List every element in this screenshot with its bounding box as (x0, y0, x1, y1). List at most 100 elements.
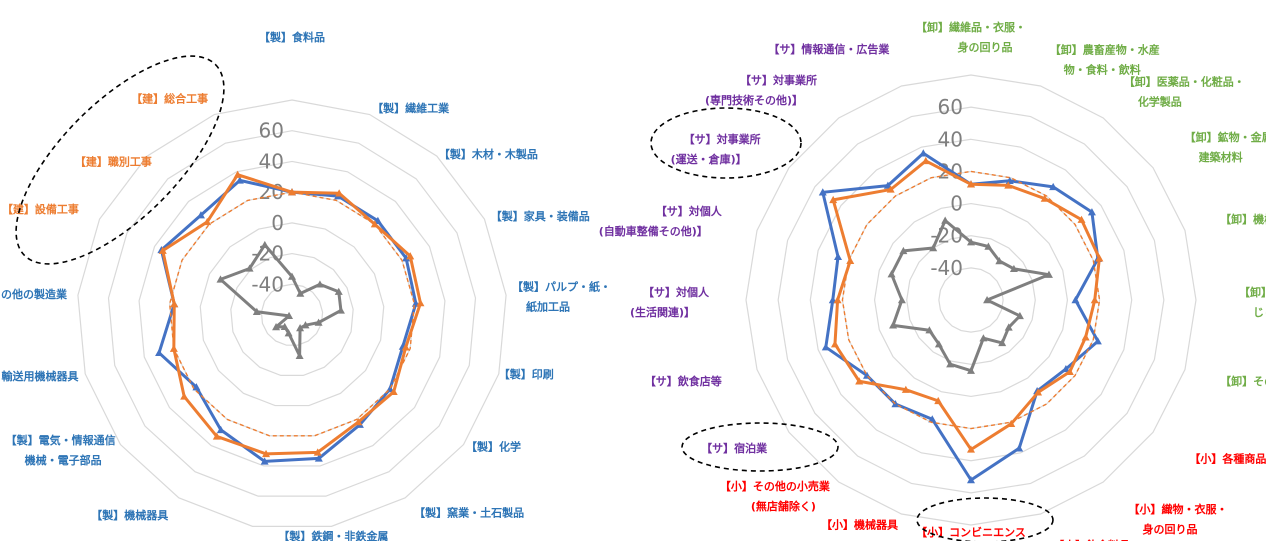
series-marker (301, 321, 310, 329)
grid-ring (77, 99, 507, 527)
series-marker (901, 385, 910, 393)
category-label: 【小】織物・衣服・身の回り品 (1129, 502, 1228, 536)
series-marker (336, 306, 345, 314)
category-label: 【製】食料品 (259, 30, 325, 44)
category-label: 【卸】鉱物・金属材料・建築材料 (1185, 130, 1266, 164)
grid-ring (138, 160, 446, 467)
series-marker (1015, 444, 1024, 452)
grid-ring (745, 74, 1197, 526)
series-marker (1040, 194, 1049, 202)
series-marker (1044, 270, 1053, 278)
series-marker (180, 392, 189, 400)
series-marker (998, 338, 1007, 347)
category-label: 【建】職別工事 (75, 154, 152, 168)
series-marker (967, 180, 975, 188)
category-label: 【小】コンビニエンス (916, 525, 1026, 539)
series-marker (1061, 364, 1070, 373)
series-marker (260, 240, 269, 249)
series-marker (370, 220, 379, 228)
grid-ring (873, 202, 1069, 398)
category-label: 【製】機械器具 (91, 508, 168, 522)
series-marker (235, 176, 244, 184)
highlight-ellipse (650, 107, 802, 179)
category-label: 【建】設備工事 (2, 202, 79, 216)
r-tick-label: 40 (259, 149, 284, 173)
category-label: 【製】木材・木製品 (439, 147, 538, 161)
category-label: 【製】家具・装備品 (491, 209, 590, 223)
r-tick-label: 40 (938, 127, 963, 151)
series-marker (288, 272, 296, 280)
category-label: 【製】印刷 (499, 367, 554, 381)
series-marker (1007, 419, 1016, 428)
series-marker (285, 311, 294, 320)
series-marker (925, 326, 934, 334)
series-line-1 (157, 178, 418, 463)
series-marker (967, 366, 975, 374)
series-marker (846, 256, 855, 264)
series-marker (1009, 264, 1018, 273)
series-marker (280, 322, 289, 330)
grid-ring (809, 138, 1133, 462)
series-marker (295, 351, 304, 359)
series-marker (406, 252, 415, 260)
series-marker (1005, 176, 1014, 184)
series-marker (928, 415, 937, 423)
r-tick-label: -40 (251, 272, 284, 296)
series-marker (887, 270, 896, 278)
category-label: 【卸】繊維品・衣服・身の回り品 (916, 20, 1026, 54)
series-marker (315, 280, 324, 288)
series-marker (296, 324, 305, 332)
highlight-ellipse (15, 55, 225, 265)
series-marker (983, 296, 992, 304)
radar-chart-1: -40-200204060【製】食料品【製】繊維工業【製】木材・木製品【製】家具… (0, 30, 611, 545)
series-marker (967, 476, 975, 484)
series-marker (934, 340, 943, 348)
series-marker (416, 299, 425, 307)
series-line-4 (168, 191, 416, 437)
series-marker (401, 343, 410, 351)
series-marker (1093, 337, 1102, 345)
series-marker (216, 275, 225, 283)
category-label: 【小】機械器具 (821, 517, 898, 531)
series-marker (1087, 208, 1096, 216)
series-marker (354, 418, 363, 426)
category-label: 【小】その他の小売業(無店舗除く) (720, 479, 831, 513)
series-marker (402, 254, 411, 262)
category-label: 【サ】対個人(生活関連)】 (630, 285, 710, 319)
series-marker (158, 246, 167, 254)
series-line-3 (219, 243, 343, 358)
series-marker (245, 264, 254, 272)
series-marker (1004, 181, 1013, 189)
category-label: 【サ】宿泊業 (701, 441, 768, 455)
series-line-2 (161, 173, 422, 456)
series-marker (891, 400, 900, 408)
category-label: 【卸】医薬品・化粧品・化学製品 (1124, 75, 1245, 109)
series-marker (262, 449, 271, 458)
series-marker (995, 256, 1004, 265)
series-marker (233, 170, 242, 178)
series-marker (313, 448, 322, 456)
category-label: 【卸】機械器具 (1220, 212, 1266, 226)
grid-ring (260, 283, 324, 346)
category-label: 【製】繊維工業 (372, 101, 450, 115)
series-line-4 (841, 170, 1101, 430)
category-label: 【サ】対事業所(運送・倉庫)】 (671, 132, 761, 166)
series-marker (919, 149, 928, 157)
series-marker (252, 307, 261, 315)
category-label: 【製】その他の製造業 (0, 287, 68, 301)
category-label: 【卸】その他の卸売業 (1220, 374, 1266, 388)
series-marker (929, 243, 938, 252)
series-marker (833, 296, 842, 304)
r-tick-label: 60 (938, 95, 963, 119)
series-marker (203, 217, 212, 226)
series-marker (314, 454, 323, 462)
category-label: 【小】各種商品 (1189, 452, 1266, 466)
grid-ring (777, 106, 1165, 494)
series-marker (1090, 296, 1099, 304)
series-marker (288, 188, 296, 196)
category-label: 【サ】対事業所(専門技術その他)】 (705, 73, 817, 107)
series-marker (170, 300, 179, 308)
series-marker (1034, 388, 1043, 396)
category-label: 【製】電気・情報通信機械・電子部品 (6, 433, 116, 467)
series-marker (1081, 333, 1090, 341)
